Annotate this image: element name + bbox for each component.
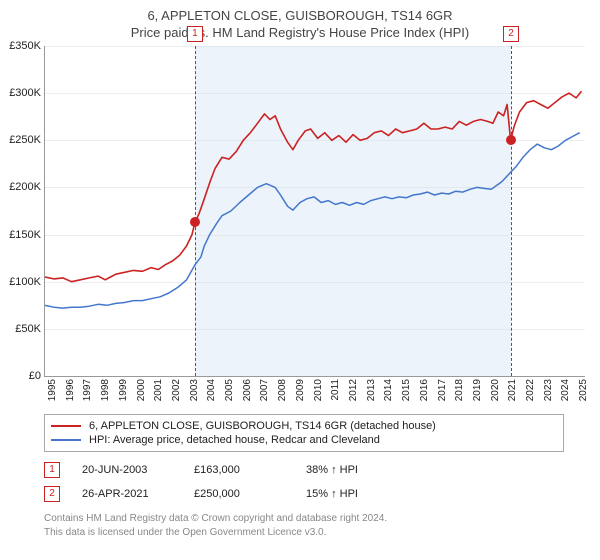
x-tick-label: 2003 xyxy=(189,379,200,401)
sale-delta-2: 15% ↑ HPI xyxy=(306,488,396,500)
legend-swatch-price-paid xyxy=(51,425,81,427)
y-tick-label: £350K xyxy=(9,40,45,52)
x-tick-label: 2012 xyxy=(348,379,359,401)
footer-line-2: This data is licensed under the Open Gov… xyxy=(44,526,592,540)
x-axis-labels: 1995 1996 1997 1998 1999 2000 2001 2002 2003 2004… xyxy=(44,377,584,409)
series-line-hpi xyxy=(45,133,580,308)
sale-badge-1: 1 xyxy=(44,462,60,478)
x-tick-label: 2014 xyxy=(383,379,394,401)
x-tick-label: 1995 xyxy=(47,379,58,401)
y-tick-label: £0 xyxy=(29,370,45,382)
legend-label-hpi: HPI: Average price, detached house, Redc… xyxy=(89,434,380,446)
y-tick-label: £200K xyxy=(9,181,45,193)
sale-row-2: 2 26-APR-2021 £250,000 15% ↑ HPI xyxy=(44,482,592,506)
x-tick-label: 2024 xyxy=(560,379,571,401)
sale-date-2: 26-APR-2021 xyxy=(82,488,172,500)
x-tick-label: 2020 xyxy=(490,379,501,401)
x-tick-label: 2025 xyxy=(578,379,589,401)
x-tick-label: 2021 xyxy=(507,379,518,401)
sale-price-1: £163,000 xyxy=(194,464,284,476)
y-tick-label: £250K xyxy=(9,134,45,146)
sale-price-2: £250,000 xyxy=(194,488,284,500)
x-tick-label: 2000 xyxy=(136,379,147,401)
x-tick-label: 2004 xyxy=(206,379,217,401)
legend-item-price-paid: 6, APPLETON CLOSE, GUISBOROUGH, TS14 6GR… xyxy=(51,419,557,433)
x-tick-label: 2013 xyxy=(366,379,377,401)
x-tick-label: 2001 xyxy=(153,379,164,401)
x-tick-label: 1998 xyxy=(100,379,111,401)
sale-marker-badge: 1 xyxy=(187,26,203,42)
footer-attribution: Contains HM Land Registry data © Crown c… xyxy=(44,512,592,539)
y-tick-label: £100K xyxy=(9,276,45,288)
series-svg xyxy=(45,46,585,376)
legend-swatch-hpi xyxy=(51,439,81,441)
x-tick-label: 2006 xyxy=(242,379,253,401)
x-tick-label: 2005 xyxy=(224,379,235,401)
sale-row-1: 1 20-JUN-2003 £163,000 38% ↑ HPI xyxy=(44,458,592,482)
x-tick-label: 1996 xyxy=(65,379,76,401)
x-tick-label: 2017 xyxy=(437,379,448,401)
sale-date-1: 20-JUN-2003 xyxy=(82,464,172,476)
x-tick-label: 2002 xyxy=(171,379,182,401)
x-tick-label: 1999 xyxy=(118,379,129,401)
x-tick-label: 2016 xyxy=(419,379,430,401)
x-tick-label: 2018 xyxy=(454,379,465,401)
chart-container: 6, APPLETON CLOSE, GUISBOROUGH, TS14 6GR… xyxy=(0,0,600,560)
sale-marker-dot xyxy=(190,217,200,227)
y-tick-label: £300K xyxy=(9,87,45,99)
legend-label-price-paid: 6, APPLETON CLOSE, GUISBOROUGH, TS14 6GR… xyxy=(89,420,436,432)
sale-marker-badge: 2 xyxy=(503,26,519,42)
sale-delta-1: 38% ↑ HPI xyxy=(306,464,396,476)
x-tick-label: 2008 xyxy=(277,379,288,401)
x-tick-label: 2007 xyxy=(259,379,270,401)
chart-title-address: 6, APPLETON CLOSE, GUISBOROUGH, TS14 6GR xyxy=(8,8,592,23)
sale-badge-2: 2 xyxy=(44,486,60,502)
series-line-price_paid xyxy=(45,91,582,281)
y-tick-label: £150K xyxy=(9,229,45,241)
plot-region: £0£50K£100K£150K£200K£250K£300K£350K12 xyxy=(44,46,585,377)
x-tick-label: 2022 xyxy=(525,379,536,401)
legend-item-hpi: HPI: Average price, detached house, Redc… xyxy=(51,433,557,447)
footer-line-1: Contains HM Land Registry data © Crown c… xyxy=(44,512,592,526)
legend: 6, APPLETON CLOSE, GUISBOROUGH, TS14 6GR… xyxy=(44,414,564,452)
x-tick-label: 2011 xyxy=(330,379,341,401)
x-tick-label: 1997 xyxy=(82,379,93,401)
x-tick-label: 2015 xyxy=(401,379,412,401)
chart-area: £0£50K£100K£150K£200K£250K£300K£350K12 1… xyxy=(44,46,592,408)
sale-marker-dot xyxy=(506,135,516,145)
sales-table: 1 20-JUN-2003 £163,000 38% ↑ HPI 2 26-AP… xyxy=(44,458,592,506)
x-tick-label: 2023 xyxy=(543,379,554,401)
x-tick-label: 2019 xyxy=(472,379,483,401)
x-tick-label: 2010 xyxy=(313,379,324,401)
y-tick-label: £50K xyxy=(15,323,45,335)
x-tick-label: 2009 xyxy=(295,379,306,401)
